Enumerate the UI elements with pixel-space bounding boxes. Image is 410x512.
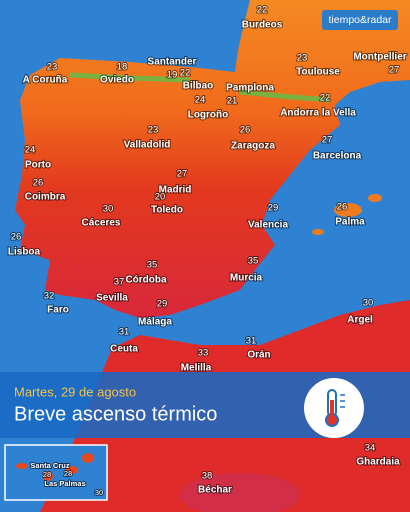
city-name: Madrid — [159, 185, 192, 196]
city-name: Ceuta — [110, 344, 138, 355]
city-temp: 31 — [246, 336, 257, 347]
city-temp: 34 — [365, 443, 376, 454]
city-temp: 18 — [117, 62, 128, 73]
city-temp: 31 — [119, 327, 130, 338]
city-name: Cáceres — [82, 218, 121, 229]
city-temp: 30 — [103, 204, 114, 215]
headline: Breve ascenso térmico — [14, 403, 217, 425]
city-temp: 32 — [44, 291, 55, 302]
city-name: Málaga — [138, 317, 172, 328]
city-temp: 37 — [114, 277, 125, 288]
city-temp: 27 — [322, 135, 333, 146]
city-name: Palma — [335, 217, 365, 228]
city-temp: 33 — [198, 348, 209, 359]
thermometer-icon — [325, 389, 345, 427]
city-name: Pamplona — [226, 83, 274, 94]
city-name: Córdoba — [125, 275, 167, 286]
city-name: Montpellier — [353, 52, 406, 63]
city-temp: 30 — [363, 298, 374, 309]
city-name: Faro — [47, 305, 69, 316]
city-name: Toulouse — [296, 67, 340, 78]
city-temp: 24 — [25, 145, 36, 156]
city-name: Logroño — [188, 110, 229, 121]
city-temp: 26 — [240, 125, 251, 136]
city-name: Oviedo — [100, 75, 134, 86]
city-name: Orán — [247, 350, 270, 361]
inset-temp: 28 — [64, 469, 72, 478]
city-name: Toledo — [151, 205, 183, 216]
city-temp: 35 — [147, 260, 158, 271]
city-name: Bilbao — [183, 81, 214, 92]
ibiza — [312, 229, 324, 235]
city-temp: 35 — [248, 256, 259, 267]
city-name: Santander — [148, 57, 197, 68]
inset-city: Las Palmas — [44, 479, 85, 488]
city-name: Burdeos — [242, 20, 283, 31]
city-temp: 22 — [180, 68, 191, 79]
city-name: A Coruña — [23, 75, 68, 86]
city-temp: 22 — [257, 5, 268, 16]
city-temp: 21 — [227, 96, 238, 107]
city-temp: 27 — [389, 65, 400, 76]
city-temp: 22 — [320, 93, 331, 104]
city-name: Melilla — [181, 363, 212, 374]
city-name: Coimbra — [25, 192, 66, 203]
city-temp: 23 — [297, 53, 308, 64]
logo: tiempo&radar — [328, 14, 392, 26]
city-temp: 23 — [148, 125, 159, 136]
city-temp: 26 — [11, 232, 22, 243]
city-temp: 29 — [268, 203, 279, 214]
city-temp: 38 — [202, 471, 213, 482]
menorca — [368, 194, 382, 202]
city-name: Argel — [347, 315, 373, 326]
city-name: Zaragoza — [231, 141, 275, 152]
city-temp: 29 — [157, 299, 168, 310]
city-temp: 27 — [177, 169, 188, 180]
mallorca — [334, 203, 362, 217]
hot-zone — [180, 473, 300, 512]
city-name: Lisboa — [8, 247, 41, 258]
date: Martes, 29 de agosto — [14, 384, 136, 399]
city-name: Valladolid — [124, 140, 171, 151]
inset-city: Santa Cruz — [30, 461, 69, 470]
canarias-inset: Santa Cruz Las Palmas 28 28 30 — [4, 444, 108, 501]
city-name: Ghardaia — [356, 457, 400, 468]
city-name: Andorra la Vella — [280, 108, 356, 119]
city-name: Barcelona — [313, 151, 362, 162]
logo-box — [322, 10, 398, 30]
city-temp: 23 — [47, 62, 58, 73]
city-temp: 26 — [33, 178, 44, 189]
city-name: Murcia — [230, 273, 263, 284]
city-temp: 20 — [155, 192, 166, 203]
city-name: Valencia — [248, 220, 288, 231]
city-name: Béchar — [198, 485, 232, 496]
city-temp: 26 — [337, 202, 348, 213]
city-name: Sevilla — [96, 293, 128, 304]
inset-temp: 30 — [95, 488, 103, 497]
city-name: Porto — [25, 160, 51, 171]
green-band — [69, 72, 331, 103]
city-temp: 19 — [167, 70, 178, 81]
inset-temp: 28 — [43, 470, 51, 479]
city-temp: 24 — [195, 95, 206, 106]
